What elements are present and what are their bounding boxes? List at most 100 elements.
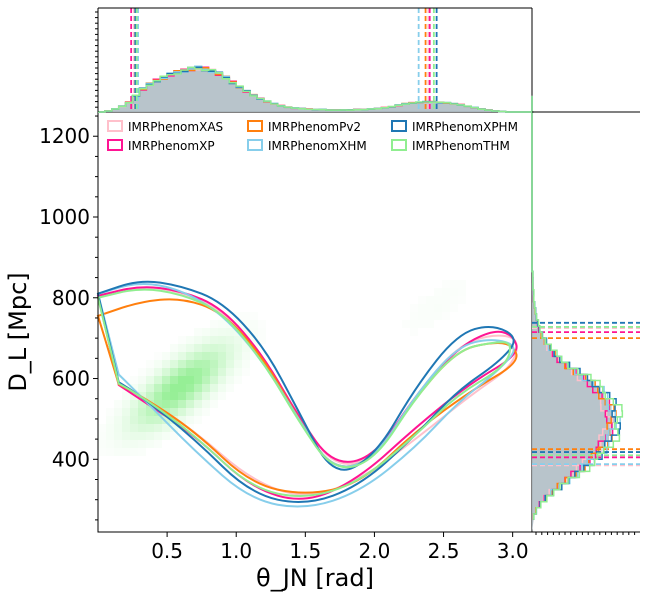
heatmap-cell [210, 328, 218, 336]
heatmap-cell [418, 312, 426, 320]
heatmap-cell [138, 424, 146, 432]
heatmap-cell [410, 328, 418, 336]
heatmap-cell [106, 424, 114, 432]
heatmap-cell [218, 328, 226, 336]
heatmap-cell [162, 368, 170, 376]
heatmap-cell [186, 408, 194, 416]
legend-swatch [247, 139, 263, 151]
y-axis-label: D_L [Mpc] [4, 272, 32, 391]
heatmap-cell [186, 344, 194, 352]
heatmap-cell [130, 448, 138, 456]
heatmap-cell [218, 360, 226, 368]
x-tick-label: 0.5 [151, 539, 183, 563]
heatmap-cell [138, 408, 146, 416]
heatmap-cell [242, 360, 250, 368]
heatmap-cell [242, 344, 250, 352]
heatmap-cell [162, 360, 170, 368]
heatmap-cell [178, 344, 186, 352]
heatmap-cell [130, 384, 138, 392]
heatmap-cell [170, 424, 178, 432]
heatmap-cell [186, 392, 194, 400]
heatmap-cell [106, 416, 114, 424]
heatmap-cell [154, 376, 162, 384]
heatmap-cell [162, 416, 170, 424]
heatmap-cell [154, 432, 162, 440]
heatmap-cell [250, 328, 258, 336]
heatmap-cell [202, 328, 210, 336]
top-histogram-fill [98, 68, 534, 112]
heatmap-cell [442, 304, 450, 312]
contour-IMRPhenomTHM [96, 288, 512, 498]
heatmap-cell [194, 400, 202, 408]
right-histogram-fill [532, 95, 614, 532]
heatmap-cell [202, 376, 210, 384]
heatmap-cell [210, 392, 218, 400]
heatmap-cell [234, 344, 242, 352]
heatmap-cell [146, 416, 154, 424]
heatmap-cell [122, 408, 130, 416]
heatmap-cell [202, 392, 210, 400]
heatmap-cell [138, 400, 146, 408]
heatmap-cell [162, 432, 170, 440]
heatmap-cell [162, 424, 170, 432]
heatmap-cell [194, 392, 202, 400]
heatmap-cell [170, 392, 178, 400]
contour-IMRPhenomXPHM [96, 280, 515, 503]
heatmap-cell [130, 424, 138, 432]
heatmap-cell [210, 360, 218, 368]
heatmap-cell [426, 296, 434, 304]
heatmap-cell [154, 384, 162, 392]
heatmap-cell [242, 320, 250, 328]
heatmap-cell [194, 360, 202, 368]
heatmap-cell [218, 320, 226, 328]
heatmap-cell [178, 368, 186, 376]
heatmap-cell [442, 280, 450, 288]
heatmap-cell [226, 336, 234, 344]
x-tick-label: 1.5 [289, 539, 321, 563]
heatmap-cell [178, 360, 186, 368]
heatmap-cell [450, 304, 458, 312]
heatmap-cell [210, 376, 218, 384]
heatmap-cell [186, 352, 194, 360]
y-tick-label: 1200 [39, 124, 90, 148]
heatmap-cell [186, 368, 194, 376]
heatmap-cell [426, 320, 434, 328]
heatmap-cell [146, 368, 154, 376]
heatmap-cell [242, 328, 250, 336]
heatmap-cell [202, 336, 210, 344]
heatmap-cell [98, 448, 106, 456]
heatmap-cell [218, 392, 226, 400]
heatmap-cell [202, 400, 210, 408]
heatmap-cell [202, 344, 210, 352]
heatmap-cell [98, 432, 106, 440]
heatmap-cell [114, 416, 122, 424]
heatmap-cell [178, 352, 186, 360]
heatmap-cell [418, 296, 426, 304]
heatmap-cell [202, 384, 210, 392]
legend-label: IMRPhenomXPHM [412, 120, 518, 134]
heatmap-cell [234, 320, 242, 328]
heatmap-cell [226, 384, 234, 392]
heatmap-cell [194, 328, 202, 336]
y-tick-label: 800 [52, 286, 90, 310]
heatmap-cell [146, 376, 154, 384]
heatmap-cell [138, 384, 146, 392]
heatmap-cell [426, 304, 434, 312]
heatmap-cell [146, 408, 154, 416]
heatmap-cell [186, 376, 194, 384]
heatmap-cell [98, 440, 106, 448]
legend-label: IMRPhenomXHM [268, 139, 367, 153]
heatmap-cell [114, 400, 122, 408]
heatmap-cell [418, 320, 426, 328]
heatmap-cell [194, 408, 202, 416]
legend-label: IMRPhenomPv2 [268, 120, 361, 134]
legend-swatch [107, 120, 123, 132]
contour-IMRPhenomXP [96, 286, 518, 500]
heatmap-cell [106, 432, 114, 440]
heatmap-cell [162, 392, 170, 400]
heatmap-cell [458, 296, 466, 304]
heatmap-cell [210, 352, 218, 360]
heatmap-cell [450, 280, 458, 288]
heatmap-cell [178, 384, 186, 392]
heatmap-cell [194, 336, 202, 344]
